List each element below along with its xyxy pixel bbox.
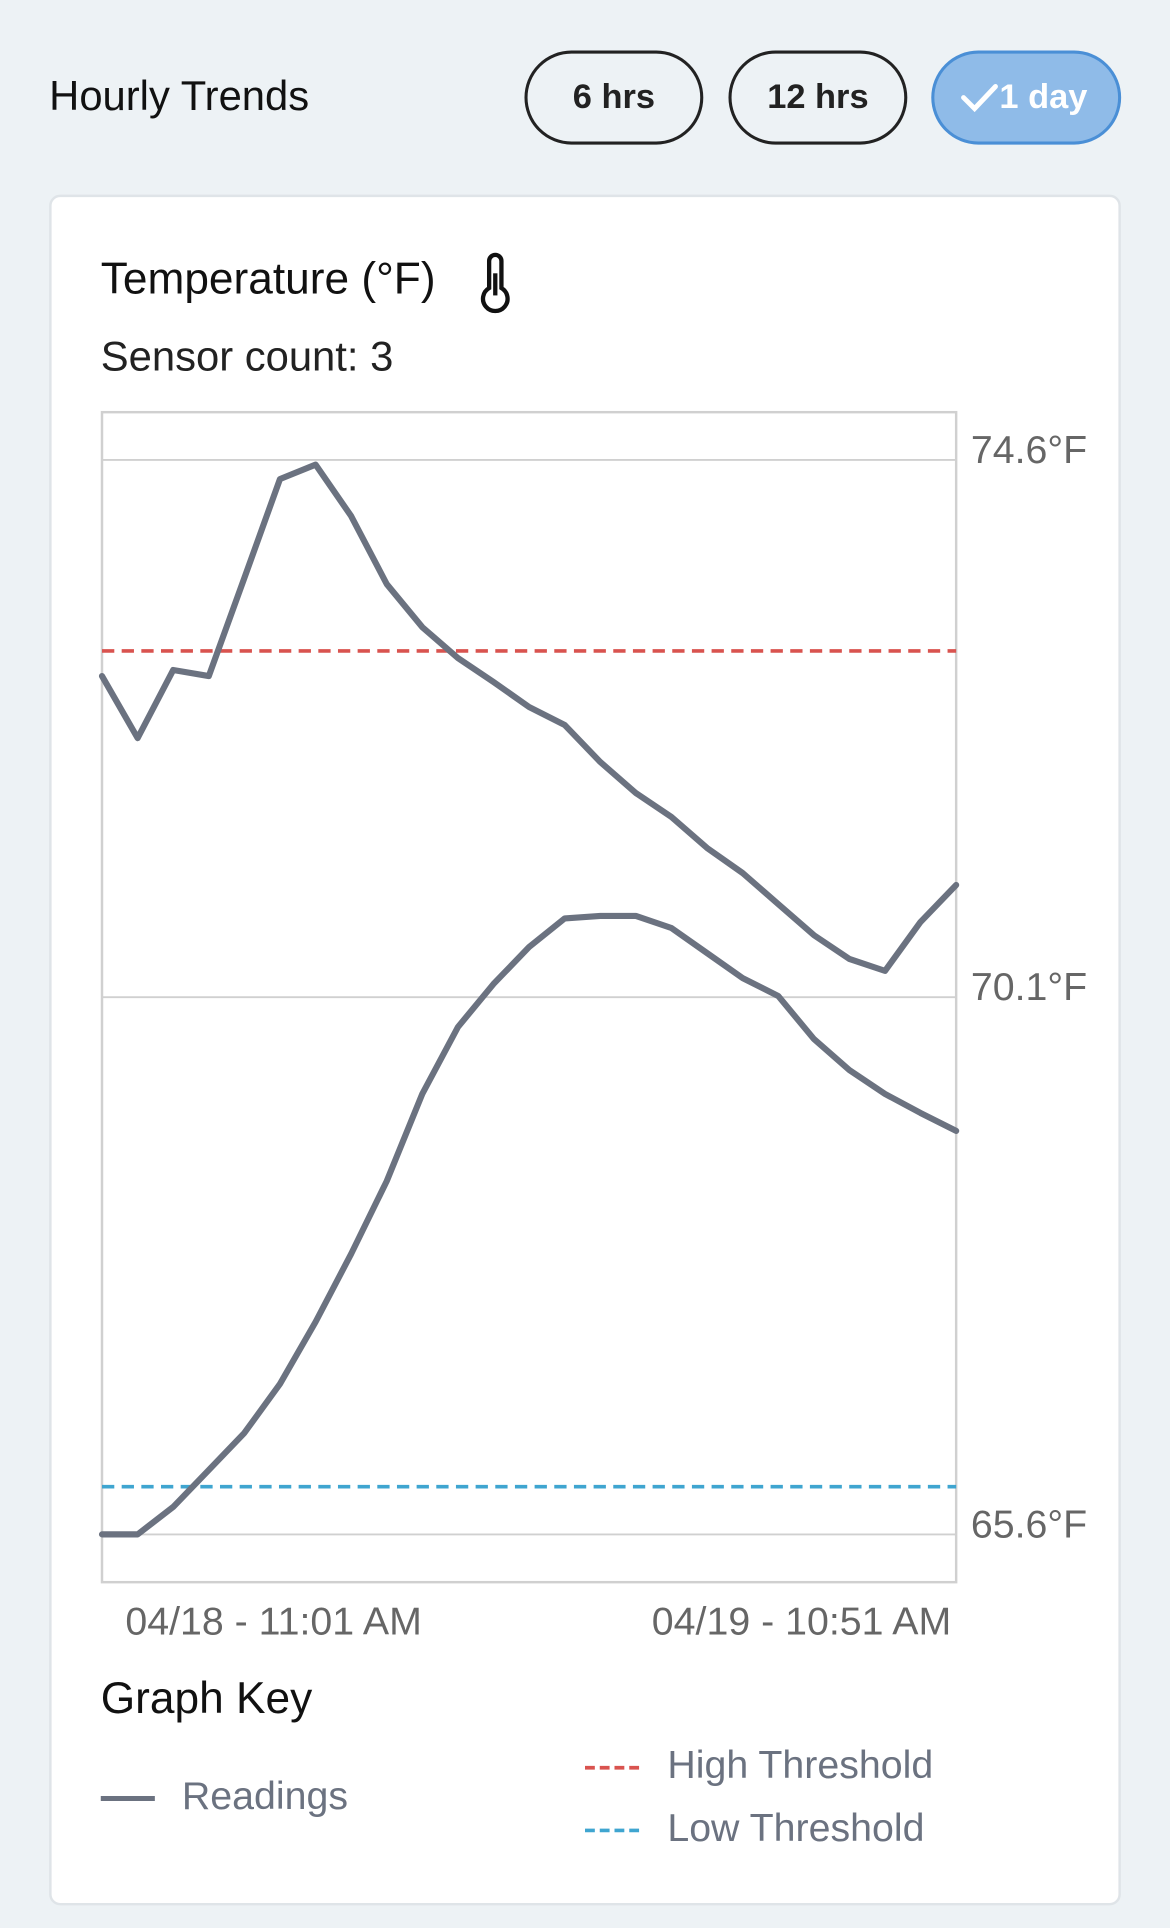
y-tick-label: 70.1°F	[971, 965, 1087, 1009]
reading-line	[98, 912, 960, 1538]
legend-label: Low Threshold	[667, 1806, 924, 1850]
thermometer-icon	[480, 252, 510, 314]
range-button[interactable]	[931, 50, 1122, 145]
legend-label: High Threshold	[667, 1743, 933, 1787]
x-tick-label: 04/18 - 11:01 AM	[125, 1599, 422, 1643]
x-tick-label: 04/19 - 10:51 AM	[652, 1599, 951, 1643]
range-button-label[interactable]: 6 hrs	[573, 78, 655, 116]
range-button[interactable]	[524, 50, 704, 145]
range-button-label[interactable]: 1 day	[999, 78, 1087, 116]
range-button[interactable]	[728, 50, 908, 145]
legend-label: Readings	[182, 1774, 348, 1818]
section-title: Hourly Trends	[49, 72, 309, 119]
y-tick-label: 65.6°F	[971, 1502, 1087, 1546]
range-button-label[interactable]: 12 hrs	[767, 78, 868, 116]
card-title: Temperature (°F)	[101, 255, 436, 304]
sensor-count: Sensor count: 3	[101, 332, 394, 379]
card	[49, 194, 1121, 1906]
key-title: Graph Key	[101, 1674, 313, 1723]
reading-line	[98, 461, 960, 974]
y-tick-label: 74.6°F	[971, 428, 1087, 472]
check-icon	[961, 84, 998, 113]
